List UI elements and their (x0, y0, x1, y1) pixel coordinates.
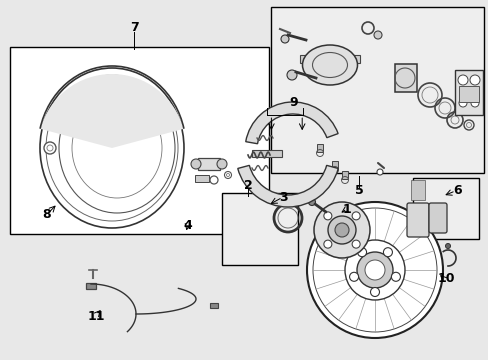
Circle shape (370, 288, 379, 297)
Circle shape (345, 240, 404, 300)
Circle shape (351, 240, 359, 248)
Bar (86, 283, 96, 289)
Circle shape (390, 272, 400, 281)
FancyBboxPatch shape (406, 203, 428, 237)
Circle shape (44, 142, 56, 154)
Wedge shape (237, 165, 338, 207)
Circle shape (383, 248, 392, 257)
Circle shape (281, 35, 288, 43)
Text: 5: 5 (354, 184, 363, 197)
Circle shape (323, 212, 331, 220)
Wedge shape (245, 102, 337, 144)
Circle shape (323, 240, 331, 248)
Bar (331, 161, 337, 169)
Bar (198, 158, 220, 170)
Text: 9: 9 (288, 96, 297, 109)
Text: 1: 1 (342, 203, 351, 216)
Bar (316, 144, 323, 152)
Bar (412, 178, 478, 239)
Text: 3: 3 (279, 191, 287, 204)
Circle shape (286, 70, 296, 80)
Wedge shape (41, 74, 183, 148)
Circle shape (469, 75, 479, 85)
Circle shape (349, 272, 358, 281)
Text: 6: 6 (452, 184, 461, 197)
Ellipse shape (40, 68, 183, 228)
Circle shape (217, 159, 226, 169)
Bar (341, 171, 347, 179)
Bar (209, 303, 218, 308)
Text: 8: 8 (42, 208, 51, 221)
Circle shape (364, 260, 384, 280)
Circle shape (357, 248, 366, 257)
FancyBboxPatch shape (428, 203, 446, 233)
Circle shape (373, 31, 381, 39)
Bar (222, 193, 298, 265)
Text: 10: 10 (436, 273, 454, 285)
Circle shape (376, 169, 382, 175)
Circle shape (224, 171, 231, 179)
Bar (454, 70, 482, 115)
Circle shape (470, 99, 478, 107)
Circle shape (458, 99, 466, 107)
Text: 4: 4 (183, 219, 192, 231)
Circle shape (306, 202, 442, 338)
Circle shape (356, 252, 392, 288)
Text: 7: 7 (130, 21, 139, 33)
Circle shape (308, 198, 315, 206)
Text: 2: 2 (244, 179, 252, 192)
Circle shape (191, 159, 201, 169)
Circle shape (445, 243, 449, 248)
Bar (10, 47, 268, 234)
Bar (251, 150, 282, 157)
Circle shape (334, 223, 348, 237)
Bar (195, 175, 208, 182)
Bar (394, 64, 416, 92)
Ellipse shape (302, 45, 357, 85)
Text: 11: 11 (87, 310, 105, 323)
Bar (458, 86, 478, 102)
Circle shape (313, 202, 369, 258)
Circle shape (351, 212, 359, 220)
Bar (271, 7, 483, 173)
Circle shape (327, 216, 355, 244)
Bar (299, 55, 359, 63)
Circle shape (457, 75, 467, 85)
Bar (410, 180, 424, 200)
